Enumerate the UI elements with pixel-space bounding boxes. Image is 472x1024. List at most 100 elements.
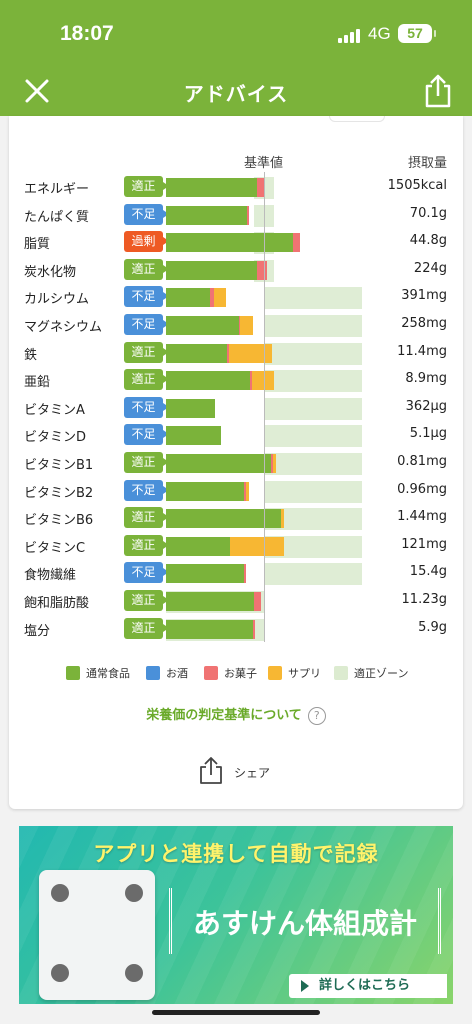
bar-segment-snack bbox=[210, 288, 214, 308]
intake-value: 11.4mg bbox=[397, 343, 447, 359]
bar-segment-supplement bbox=[214, 288, 226, 308]
intake-value: 44.8g bbox=[409, 233, 447, 249]
intake-bar bbox=[166, 536, 284, 556]
legend-swatch bbox=[334, 666, 348, 680]
intake-bar bbox=[166, 398, 215, 418]
status-badge: 適正 bbox=[124, 369, 169, 391]
legend-label: サプリ bbox=[288, 667, 321, 680]
bar-segment-normal bbox=[166, 398, 215, 418]
intake-value: 8.9mg bbox=[405, 371, 447, 387]
network-type: 4G bbox=[368, 24, 391, 43]
target-zone bbox=[264, 315, 362, 337]
status-badge: 不足 bbox=[124, 479, 169, 501]
status-bar: 18:07 4G 57 bbox=[0, 0, 472, 70]
base-value-header: 基準値 bbox=[244, 156, 284, 171]
scale-pad-icon bbox=[51, 884, 69, 902]
status-badge: 適正 bbox=[124, 341, 169, 363]
share-label: シェア bbox=[234, 766, 271, 780]
bar-segment-normal bbox=[166, 509, 281, 529]
target-zone bbox=[264, 480, 362, 503]
nutrient-row: ビタミンD 不足 5.1μg bbox=[0, 422, 472, 449]
banner-more-button[interactable]: 詳しくはこちら bbox=[289, 974, 447, 998]
nutrient-name: 鉄 bbox=[24, 347, 38, 363]
nutrient-name: ビタミンB2 bbox=[24, 485, 94, 501]
intake-value: 5.1μg bbox=[409, 426, 447, 442]
target-zone bbox=[264, 425, 362, 448]
intake-value: 224g bbox=[413, 260, 447, 276]
nutrient-row: たんぱく質 不足 70.1g bbox=[0, 202, 472, 229]
close-icon[interactable] bbox=[22, 76, 52, 106]
criteria-link[interactable]: 栄養価の判定基準について? bbox=[0, 704, 472, 725]
share-icon bbox=[200, 757, 222, 784]
intake-value: 11.23g bbox=[401, 592, 447, 607]
intake-bar bbox=[166, 178, 264, 197]
target-zone bbox=[254, 204, 274, 227]
bar-segment-supplement bbox=[240, 316, 254, 335]
nutrient-name: 塩分 bbox=[24, 623, 51, 639]
legend-swatch bbox=[204, 666, 218, 680]
status-badge: 適正 bbox=[124, 507, 169, 529]
legend-swatch bbox=[268, 666, 282, 680]
nutrient-row: エネルギー 適正 1505kcal bbox=[0, 174, 472, 201]
target-zone bbox=[264, 563, 362, 586]
intake-bar bbox=[166, 454, 276, 473]
target-zone bbox=[264, 342, 362, 365]
nutrient-row: 塩分 適正 5.9g bbox=[0, 616, 472, 643]
intake-value: 0.81mg bbox=[397, 454, 447, 469]
legend-item-zone: 適正ゾーン bbox=[334, 664, 408, 682]
legend-swatch bbox=[146, 666, 160, 680]
nutrient-name: ビタミンB6 bbox=[24, 513, 94, 529]
status-time: 18:07 bbox=[60, 22, 114, 45]
status-badge: 適正 bbox=[124, 590, 169, 611]
bar-segment-normal bbox=[166, 454, 271, 473]
signal-icon bbox=[338, 27, 362, 43]
share-button[interactable]: シェア bbox=[198, 756, 288, 788]
nutrient-row: マグネシウム 不足 258mg bbox=[0, 312, 472, 339]
intake-value: 0.96mg bbox=[397, 481, 447, 497]
intake-bar bbox=[166, 343, 272, 363]
banner-product-name: あすけん体組成計 bbox=[192, 907, 417, 940]
scale-pad-icon bbox=[125, 964, 143, 982]
banner-product-frame: あすけん体組成計 bbox=[169, 888, 441, 954]
bar-segment-snack bbox=[257, 260, 267, 280]
criteria-link-label[interactable]: 栄養価の判定基準について bbox=[146, 708, 302, 723]
nutrient-name: カルシウム bbox=[24, 292, 90, 308]
legend-swatch bbox=[66, 666, 80, 680]
help-icon[interactable]: ? bbox=[307, 706, 326, 725]
home-indicator bbox=[152, 1010, 320, 1015]
bar-segment-snack bbox=[254, 592, 262, 611]
nutrient-name: マグネシウム bbox=[24, 320, 103, 335]
intake-value: 258mg bbox=[401, 316, 447, 331]
status-badge: 不足 bbox=[124, 424, 169, 446]
bar-segment-supplement bbox=[229, 536, 284, 556]
bar-segment-normal bbox=[166, 233, 294, 253]
intake-bar bbox=[166, 509, 284, 529]
banner-headline: アプリと連携して自動で記録 bbox=[93, 842, 379, 866]
nutrient-row: 脂質 過剰 44.8g bbox=[0, 229, 472, 256]
promo-banner[interactable]: アプリと連携して自動で記録 あすけん体組成計 詳しくはこちら bbox=[19, 826, 453, 1004]
bar-segment-normal bbox=[166, 536, 230, 556]
legend: 通常食品 お酒 お菓子 サプリ 適正ゾーン bbox=[0, 664, 472, 682]
bar-segment-snack bbox=[270, 454, 273, 473]
legend-label: お菓子 bbox=[224, 667, 257, 680]
body-scale-image bbox=[39, 870, 155, 1000]
nutrient-name: 食物繊維 bbox=[24, 568, 77, 584]
legend-item-snack: お菓子 bbox=[204, 664, 257, 682]
legend-item-supplement: サプリ bbox=[268, 664, 321, 682]
status-badge: 不足 bbox=[124, 286, 169, 308]
bar-segment-normal bbox=[166, 178, 258, 197]
nutrient-name: エネルギー bbox=[24, 182, 90, 197]
intake-bar bbox=[166, 426, 221, 446]
status-badge: 適正 bbox=[124, 258, 169, 280]
bar-segment-normal bbox=[166, 564, 245, 584]
share-icon[interactable] bbox=[420, 72, 456, 110]
status-badge: 過剰 bbox=[124, 231, 169, 253]
status-badge: 適正 bbox=[124, 176, 169, 197]
target-zone bbox=[264, 287, 362, 310]
nutrient-row: カルシウム 不足 391mg bbox=[0, 284, 472, 311]
intake-value: 121mg bbox=[401, 536, 447, 552]
intake-value: 391mg bbox=[401, 288, 447, 304]
intake-value: 362μg bbox=[405, 398, 447, 414]
nutrient-name: 炭水化物 bbox=[24, 264, 77, 280]
target-zone bbox=[264, 370, 362, 393]
